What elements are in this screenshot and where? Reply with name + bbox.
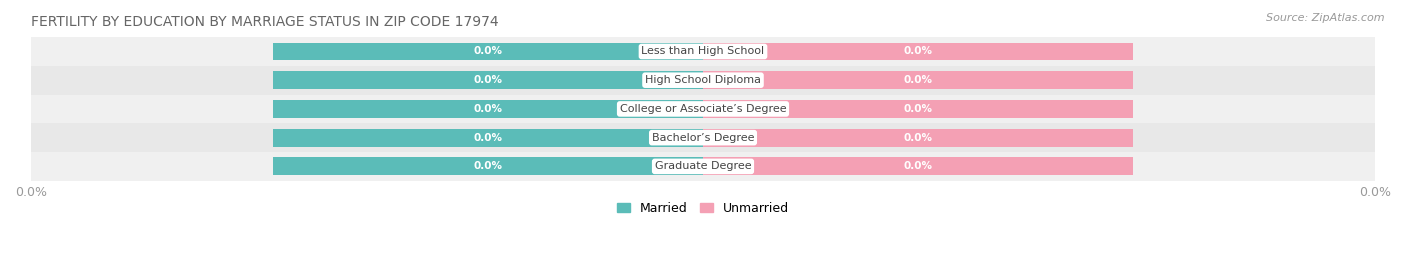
Bar xyxy=(703,100,1133,118)
Text: 0.0%: 0.0% xyxy=(474,161,502,171)
Bar xyxy=(273,100,703,118)
Bar xyxy=(31,95,1375,123)
Text: 0.0%: 0.0% xyxy=(904,133,932,143)
Bar xyxy=(31,66,1375,95)
Bar xyxy=(273,157,703,175)
Bar xyxy=(273,43,703,60)
Bar xyxy=(31,152,1375,181)
Text: FERTILITY BY EDUCATION BY MARRIAGE STATUS IN ZIP CODE 17974: FERTILITY BY EDUCATION BY MARRIAGE STATU… xyxy=(31,15,499,29)
Text: 0.0%: 0.0% xyxy=(904,104,932,114)
Text: Less than High School: Less than High School xyxy=(641,47,765,56)
Text: Source: ZipAtlas.com: Source: ZipAtlas.com xyxy=(1267,13,1385,23)
Bar xyxy=(31,123,1375,152)
Text: 0.0%: 0.0% xyxy=(904,161,932,171)
Text: Bachelor’s Degree: Bachelor’s Degree xyxy=(652,133,754,143)
Legend: Married, Unmarried: Married, Unmarried xyxy=(617,202,789,215)
Bar xyxy=(703,129,1133,147)
Text: Graduate Degree: Graduate Degree xyxy=(655,161,751,171)
Text: College or Associate’s Degree: College or Associate’s Degree xyxy=(620,104,786,114)
Text: 0.0%: 0.0% xyxy=(474,104,502,114)
Text: High School Diploma: High School Diploma xyxy=(645,75,761,85)
Bar xyxy=(31,37,1375,66)
Text: 0.0%: 0.0% xyxy=(904,75,932,85)
Bar xyxy=(273,129,703,147)
Bar xyxy=(703,157,1133,175)
Text: 0.0%: 0.0% xyxy=(474,133,502,143)
Bar xyxy=(703,43,1133,60)
Bar xyxy=(273,71,703,89)
Text: 0.0%: 0.0% xyxy=(474,75,502,85)
Text: 0.0%: 0.0% xyxy=(474,47,502,56)
Bar xyxy=(703,71,1133,89)
Text: 0.0%: 0.0% xyxy=(904,47,932,56)
